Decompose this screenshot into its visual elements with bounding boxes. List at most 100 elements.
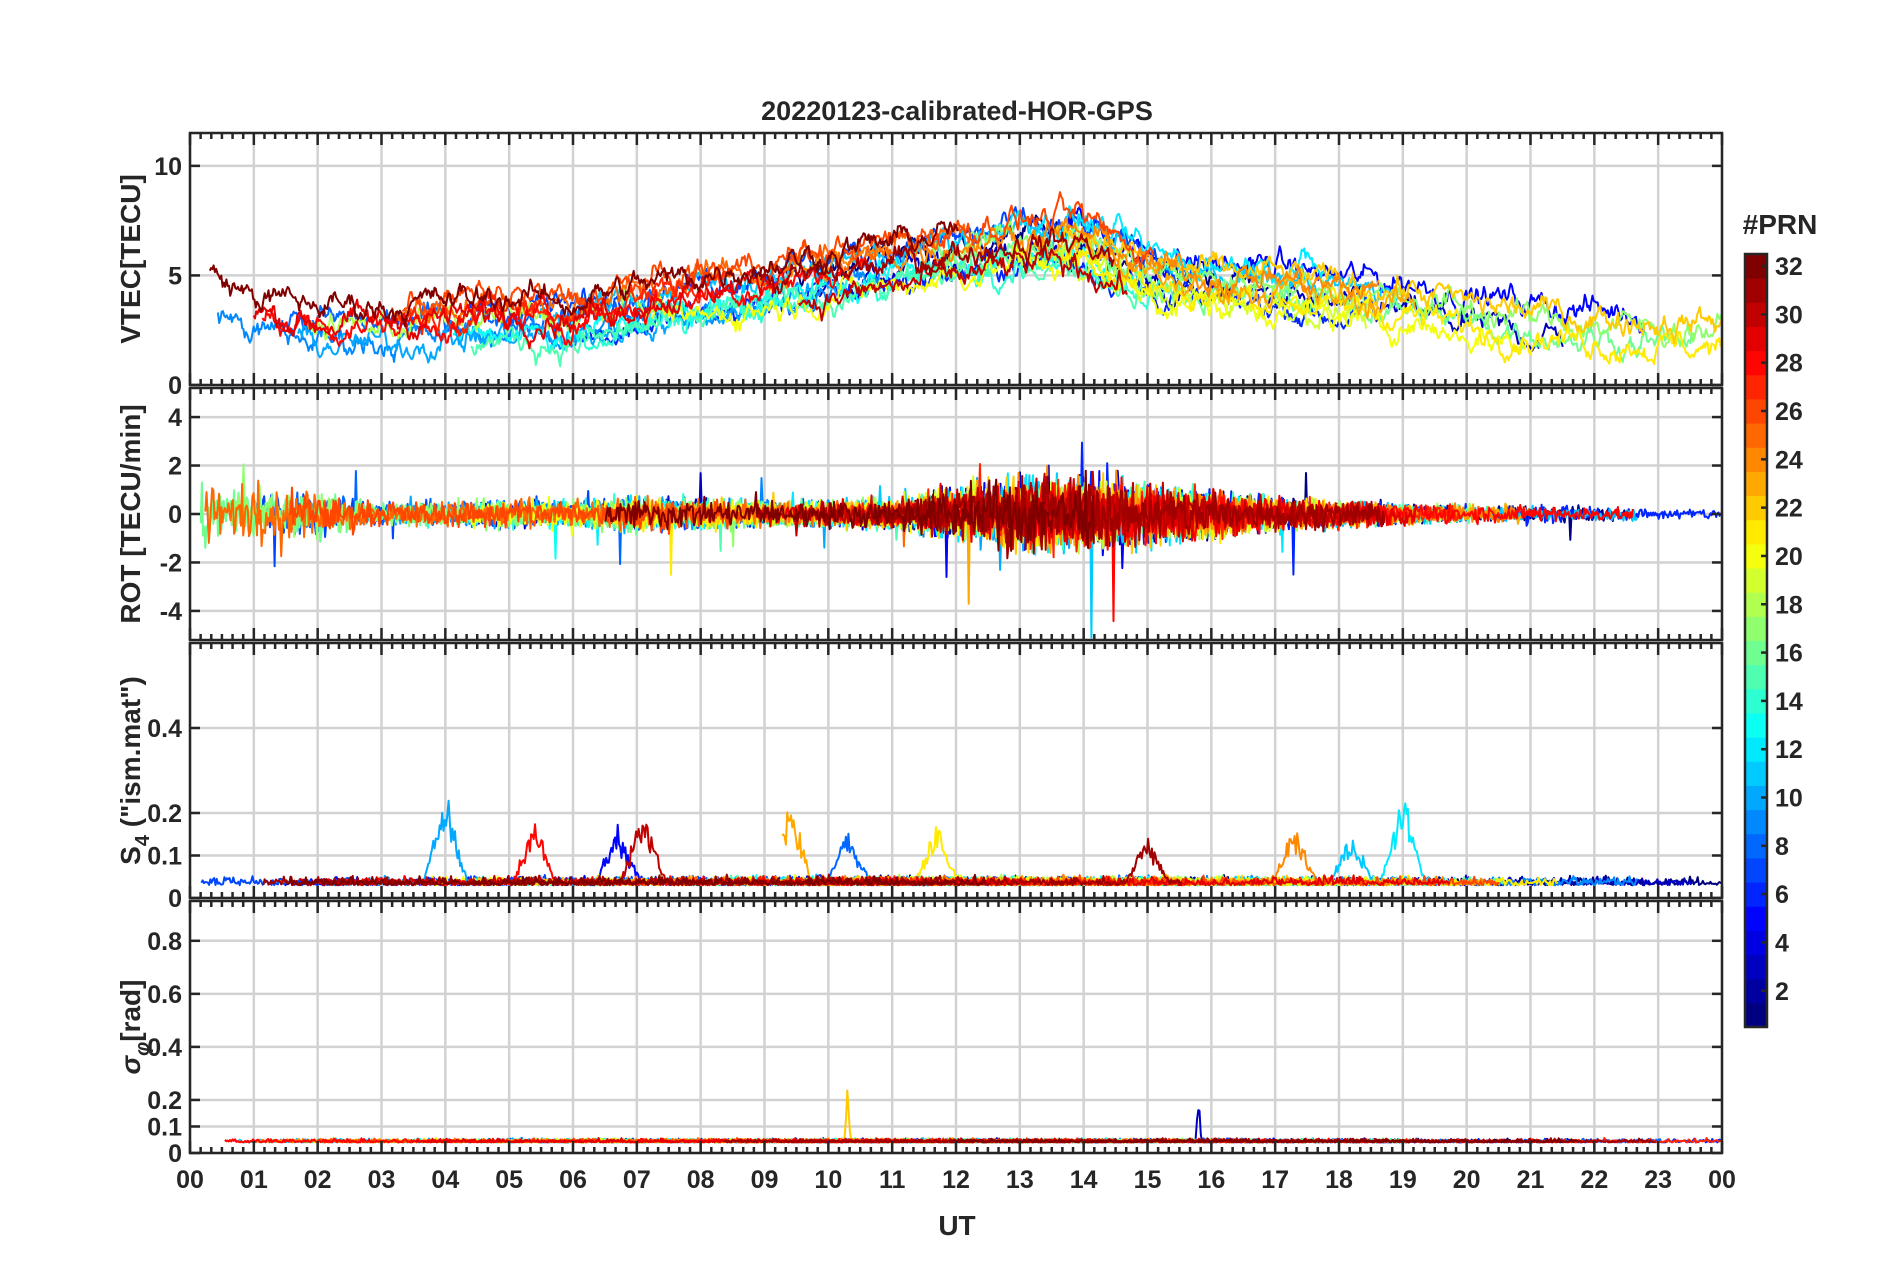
x-tick-label: 04 [431, 1166, 459, 1194]
colorbar-tick-label: 30 [1775, 301, 1803, 329]
colorbar-swatch [1745, 543, 1767, 569]
colorbar-tick-label: 18 [1775, 591, 1803, 619]
x-tick-label: 09 [751, 1166, 779, 1194]
colorbar-swatch [1745, 254, 1767, 279]
x-tick-label: 13 [1006, 1166, 1034, 1194]
y-tick-label: 10 [154, 153, 182, 181]
x-tick-label: 12 [942, 1166, 970, 1194]
x-tick-label: 23 [1644, 1166, 1672, 1194]
vtec-line-prn-22 [1049, 222, 1722, 345]
y-tick-label: 0.6 [147, 981, 182, 1009]
x-tick-label: 19 [1389, 1166, 1417, 1194]
vtec-line-prn-21 [1060, 249, 1722, 366]
x-tick-label: 18 [1325, 1166, 1353, 1194]
colorbar-swatch [1745, 809, 1767, 835]
x-tick-label: 07 [623, 1166, 651, 1194]
x-tick-label: 00 [1708, 1166, 1736, 1194]
s4-line-prn-32 [286, 873, 987, 887]
y-tick-label: 0.4 [147, 1034, 182, 1062]
y-tick-label: 0.8 [147, 928, 182, 956]
x-tick-label: 20 [1453, 1166, 1481, 1194]
rot-series [199, 441, 1722, 639]
sigma_phi-y-axis-label: σφ[rad] [115, 980, 154, 1075]
rot-line-prn-26 [288, 486, 744, 536]
colorbar-tick-label: 24 [1775, 446, 1803, 474]
y-tick-label: 0.4 [147, 715, 182, 743]
x-tick-label: 11 [879, 1166, 906, 1194]
colorbar-frame [1743, 252, 1769, 1029]
vtec-line-prn-19 [1008, 245, 1368, 330]
panel-s4: 0 0.1 0.2 0.4S4 ("ism.mat") [115, 641, 1724, 913]
colorbar-swatch [1745, 882, 1767, 907]
sigma_phi-series [224, 1089, 1722, 1144]
x-tick-label: 03 [368, 1166, 396, 1194]
vtec-line-prn-24 [754, 217, 1380, 300]
panel-rot: -4 -2 0 2 4 ROT [TECU/min] [115, 386, 1724, 642]
colorbar-tick-label: 32 [1775, 253, 1803, 281]
y-tick-label: 0.2 [147, 1087, 182, 1115]
x-tick-label: 17 [1261, 1166, 1289, 1194]
x-tick-label: 01 [240, 1166, 268, 1194]
y-tick-label: 0.1 [147, 843, 182, 871]
colorbar-swatch [1745, 326, 1767, 352]
x-tick-label: 10 [814, 1166, 842, 1194]
vtec-line-prn-28 [261, 257, 869, 347]
colorbar-swatch [1745, 978, 1767, 1004]
colorbar-swatch [1745, 906, 1767, 931]
x-tick-label: 22 [1580, 1166, 1608, 1194]
y-tick-label: 2 [168, 453, 182, 481]
colorbar-swatch [1745, 568, 1767, 593]
colorbar-tick-label: 8 [1775, 833, 1789, 861]
rot-y-axis-label: ROT [TECU/min] [115, 404, 146, 623]
colorbar-swatch [1745, 592, 1767, 617]
s4-grid [188, 643, 1724, 900]
colorbar-swatch [1745, 302, 1767, 327]
colorbar-tick-label: 10 [1775, 785, 1803, 813]
colorbar-tick-label: 4 [1775, 929, 1789, 957]
colorbar-swatch [1745, 688, 1767, 714]
y-tick-label: 4 [168, 404, 182, 432]
colorbar-tick-label: 2 [1775, 978, 1789, 1006]
panel-vtec: 0 5 10 VTEC[TECU] [115, 131, 1724, 400]
y-tick-label: 0 [168, 885, 182, 913]
y-tick-label: 5 [168, 262, 182, 290]
colorbar-swatch [1745, 761, 1767, 786]
y-tick-label: 0 [168, 372, 182, 400]
x-tick-label: 08 [687, 1166, 715, 1194]
y-tick-label: -2 [160, 549, 182, 577]
y-tick-label: 0 [168, 1140, 182, 1168]
colorbar-label: #PRN [1743, 209, 1818, 240]
colorbar-tick-label: 16 [1775, 640, 1803, 668]
colorbar-tick-label: 28 [1775, 350, 1803, 378]
colorbar-swatch [1745, 471, 1767, 497]
y-tick-label: 0 [168, 501, 182, 529]
colorbar-swatch [1745, 664, 1767, 690]
colorbar-swatch [1745, 495, 1767, 521]
y-tick-label: 0.2 [147, 800, 182, 828]
x-tick-label: 05 [495, 1166, 523, 1194]
chart-title: 20220123-calibrated-HOR-GPS [761, 96, 1153, 126]
vtec-y-axis-label: VTEC[TECU] [115, 174, 146, 344]
colorbar-tick-label: 22 [1775, 495, 1803, 523]
colorbar-swatch [1745, 930, 1767, 956]
colorbar-tick-label: 6 [1775, 881, 1789, 909]
x-tick-label: 02 [304, 1166, 332, 1194]
colorbar-swatch [1745, 737, 1767, 762]
vtec-line-prn-30 [797, 244, 1128, 322]
x-tick-label: 00 [176, 1166, 204, 1194]
colorbar-swatch [1745, 616, 1767, 641]
sigma_phi-grid [188, 901, 1724, 1155]
colorbar-swatch [1745, 785, 1767, 811]
sigma_phi-line-prn-32 [950, 1137, 1579, 1144]
panel-sigma_phi: 00.10.2 0.4 0.6 0.8 σφ[rad] [115, 899, 1724, 1168]
colorbar-swatch [1745, 833, 1767, 859]
colorbar-swatch [1745, 374, 1767, 400]
colorbar-swatch [1745, 1002, 1767, 1028]
colorbar-swatch [1745, 519, 1767, 545]
colorbar-tick-label: 20 [1775, 543, 1803, 571]
s4-series [200, 799, 1722, 887]
x-tick-label: 06 [559, 1166, 587, 1194]
colorbar-swatch [1745, 712, 1767, 738]
